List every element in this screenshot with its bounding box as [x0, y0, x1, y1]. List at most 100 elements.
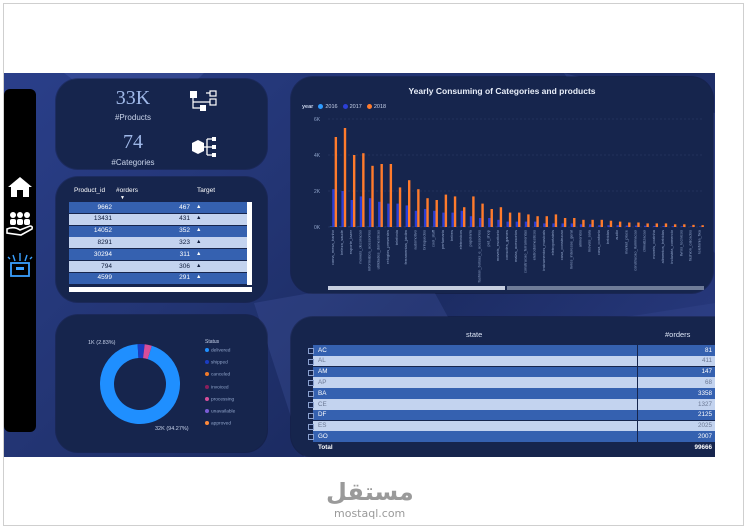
bar-2017-instrumentos_musicais[interactable] — [543, 223, 546, 227]
bar-2018-eletronicos[interactable] — [463, 207, 466, 227]
legend-item-unavailable[interactable]: unavailable — [205, 409, 235, 414]
bar-2018-instrumentos_musicais[interactable] — [545, 216, 548, 227]
expand-icon[interactable] — [308, 369, 314, 376]
bar-2018-moveis_decoracao[interactable] — [362, 153, 365, 227]
bar-2018-cama_mesa_banho[interactable] — [334, 137, 338, 227]
bar-2017-relogios_presentes[interactable] — [387, 203, 390, 227]
bar-2017-bebes[interactable] — [451, 212, 454, 227]
expand-icon[interactable] — [308, 358, 314, 365]
expand-icon[interactable] — [308, 423, 314, 430]
bar-2017-eletronicos[interactable] — [460, 210, 464, 227]
bar-2017-cama_mesa_banho[interactable] — [332, 189, 335, 227]
donut-slice-delivered[interactable] — [100, 344, 180, 424]
legend-item-delivered[interactable]: delivered — [205, 348, 230, 353]
table-row[interactable]: AP 68 — [308, 377, 715, 389]
bar-2017-construcao_ferramentas[interactable] — [524, 221, 528, 227]
bar-2017-alimentos[interactable] — [579, 224, 583, 227]
bar-chart[interactable]: 6K 4K 2K 0K cama_mesa_banho beleza_saude espor… — [291, 77, 713, 293]
chart-scrollbar-thumb[interactable] — [328, 286, 505, 290]
bar-2017-ferramentas_jardim[interactable] — [405, 205, 408, 227]
bar-2018-construcao_iluminacao[interactable] — [637, 222, 640, 228]
sort-desc-icon[interactable]: ▼ — [120, 195, 125, 201]
bar-2017-market_place[interactable] — [625, 225, 629, 227]
column-header-target[interactable]: Target — [197, 187, 216, 194]
bar-2017-climatizacao[interactable] — [644, 225, 647, 227]
legend-item-processing[interactable]: processing — [205, 396, 234, 402]
bar-2017-casa_construcao[interactable] — [561, 223, 564, 227]
bar-2018-eletroportateis[interactable] — [554, 214, 558, 227]
bar-2017-perfumaria[interactable] — [442, 212, 445, 227]
bar-2017-brinquedos[interactable] — [423, 209, 427, 227]
bar-2018-moveis_cozinha[interactable] — [655, 223, 659, 227]
bar-2017-bebidas[interactable] — [607, 225, 610, 227]
bar-2018-market_place[interactable] — [628, 222, 631, 228]
bar-2018-construcao_ferramentas[interactable] — [527, 214, 530, 227]
bar-2018-brinquedos[interactable] — [426, 198, 429, 227]
bar-2017-moveis_decoracao[interactable] — [359, 196, 363, 227]
bar-2018-informatica_acessorios[interactable] — [371, 165, 374, 227]
nav-home[interactable] — [6, 173, 34, 201]
donut-slice-others[interactable] — [142, 344, 152, 360]
expand-icon[interactable] — [308, 434, 314, 441]
table-row[interactable]: DF 2125 — [308, 409, 715, 421]
bar-2018-utilidades_domesticas[interactable] — [380, 164, 383, 227]
column-header-orders[interactable]: #orders — [116, 187, 139, 194]
bar-2017-eletrodomesticos[interactable] — [533, 221, 537, 227]
bar-2017-livros_tecnicos[interactable] — [680, 226, 684, 227]
table-row[interactable]: AL 411 — [308, 355, 715, 367]
bar-2018-esporte_lazer[interactable] — [352, 155, 356, 227]
bar-2018-beleza_saude[interactable] — [343, 128, 347, 227]
bar-2018-casa_construcao[interactable] — [563, 218, 567, 227]
table-row[interactable]: 8291 323 ▲ — [69, 237, 247, 249]
column-header-state-orders[interactable]: #orders — [665, 330, 691, 339]
bar-2017-audio[interactable] — [616, 225, 619, 227]
expand-icon[interactable] — [308, 391, 314, 398]
legend-item-invoiced[interactable]: invoiced — [205, 384, 229, 390]
bar-2017-consoles_games[interactable] — [506, 221, 509, 227]
bar-2018-fashion_bolsas_e_acessorios[interactable] — [481, 203, 484, 227]
bar-2017-moveis_escritorio[interactable] — [497, 219, 500, 227]
legend-item-approved[interactable]: approved — [205, 421, 231, 426]
bar-2018-malas_acessorios[interactable] — [518, 212, 521, 227]
bar-2017-alimentos_bebidas[interactable] — [662, 226, 665, 227]
bar-2018-cool_stuff[interactable] — [435, 200, 438, 227]
bar-2017-industria_comercio[interactable] — [671, 226, 674, 227]
bar-2017-malas_acessorios[interactable] — [515, 221, 519, 227]
bar-2018-perfumaria[interactable] — [444, 194, 448, 227]
bar-2017-telefonia_fixa[interactable] — [699, 226, 702, 227]
table-row[interactable]: BA 3358 — [308, 388, 715, 399]
table-row[interactable]: AC 81 — [308, 345, 715, 356]
bar-2017-cool_stuff[interactable] — [433, 210, 436, 227]
bar-2017-livros_interesse_geral[interactable] — [570, 223, 574, 227]
bar-2018-automotivo[interactable] — [417, 189, 420, 227]
bar-2018-moveis_escritorio[interactable] — [499, 207, 503, 227]
bar-2018-telefonia[interactable] — [398, 187, 402, 227]
bar-2017-fashion_bolsas_e_acessorios[interactable] — [478, 218, 482, 227]
bar-2017-papelaria[interactable] — [469, 216, 473, 227]
table-row[interactable]: 13431 431 ▲ — [69, 213, 247, 225]
table-row[interactable]: CE 1327 — [308, 399, 715, 410]
expand-icon[interactable] — [308, 412, 314, 419]
table-row[interactable]: AM 147 — [308, 366, 715, 378]
horizontal-scrollbar[interactable] — [69, 287, 252, 292]
bar-2018-alimentos_bebidas[interactable] — [664, 223, 668, 227]
expand-icon[interactable] — [308, 348, 314, 354]
donut-chart[interactable] — [97, 341, 183, 427]
bar-2017-beleza_saude[interactable] — [341, 191, 344, 227]
bar-2018-telefonia_fixa[interactable] — [701, 225, 704, 227]
expand-icon[interactable] — [308, 402, 314, 408]
table-row[interactable]: 9662 467 ▲ — [69, 202, 247, 213]
bar-2018-industria_comercio[interactable] — [673, 224, 677, 227]
bar-2017-esporte_lazer[interactable] — [350, 200, 353, 227]
legend-item-2016[interactable]: 2016 — [318, 104, 338, 110]
bar-2018-fashion_calcados[interactable] — [692, 224, 695, 227]
bar-2017-informatica_acessorios[interactable] — [368, 198, 372, 227]
table-row[interactable]: ES 2025 — [308, 420, 715, 432]
bar-2017-moveis_cozinha[interactable] — [653, 225, 656, 227]
column-header-state[interactable]: state — [466, 330, 483, 339]
bar-2018-consoles_games[interactable] — [508, 212, 512, 227]
bar-2018-alimentos[interactable] — [582, 219, 585, 227]
expand-icon[interactable] — [308, 380, 314, 387]
legend-item-2018[interactable]: 2018 — [366, 104, 386, 110]
bar-2017-moveis_sala[interactable] — [589, 224, 592, 227]
